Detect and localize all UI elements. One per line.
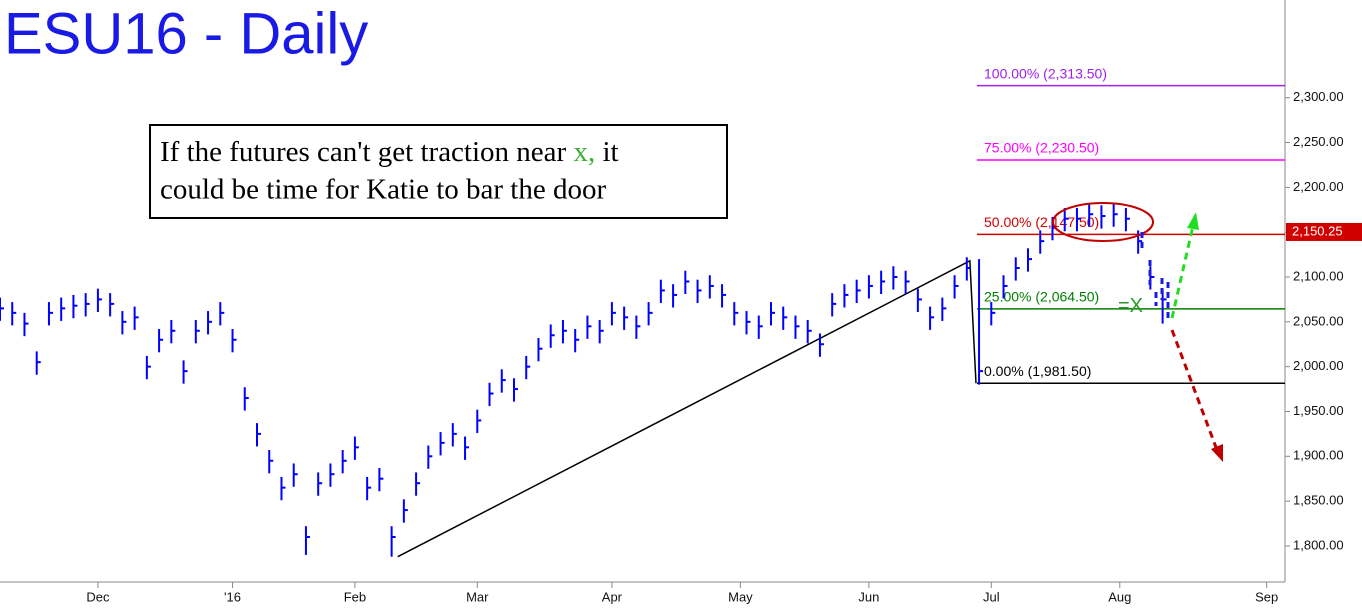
y-tick-label: 1,900.00 [1293, 448, 1344, 463]
projection [1052, 202, 1223, 462]
y-tick-label: 2,250.00 [1293, 134, 1344, 149]
trend-line [397, 259, 977, 558]
chart-title: ESU16 - Daily [4, 1, 368, 66]
note-text: If the futures can't get traction near [160, 136, 567, 168]
note-text: it [602, 136, 618, 168]
up-arrowhead [1187, 212, 1199, 230]
fib-label: 25.00% (2,064.50) [984, 289, 1099, 305]
y-tick-label: 2,100.00 [1293, 268, 1344, 283]
x-tick-label: May [728, 589, 753, 604]
y-tick-label: 1,950.00 [1293, 403, 1344, 418]
y-tick-label: 2,050.00 [1293, 313, 1344, 328]
fib-label: 75.00% (2,230.50) [984, 140, 1099, 156]
up-arrow [1170, 225, 1195, 319]
plot: 1,800.00 1,850.00 1,900.00 1,950.00 2,000.00… [0, 65, 1362, 604]
target-marker: =X [1118, 295, 1143, 317]
note-line: If the futures can't get traction near x… [160, 136, 619, 168]
y-tick-label: 1,850.00 [1293, 493, 1344, 508]
x-tick-label: Sep [1255, 589, 1278, 604]
y-tick-label: 1,800.00 [1293, 537, 1344, 552]
x-tick-label: Feb [344, 589, 366, 604]
x-tick-label: '16 [224, 589, 241, 604]
down-arrow [1170, 329, 1219, 451]
x-tick-label: Aug [1108, 589, 1131, 604]
y-tick-label: 2,000.00 [1293, 358, 1344, 373]
projected-bars [1140, 232, 1170, 320]
down-arrowhead [1211, 444, 1223, 462]
y-tick-label: 2,200.00 [1293, 179, 1344, 194]
fib-label: 50.00% (2,147.50) [984, 214, 1099, 230]
x-tick-label: Apr [602, 589, 623, 604]
note-mark: x, [573, 136, 595, 168]
x-tick-label: Mar [466, 589, 489, 604]
x-tick-label: Jun [858, 589, 879, 604]
last-price-label: 2,150.25 [1292, 223, 1343, 238]
note-frame [149, 124, 728, 219]
y-tick-label: 2,300.00 [1293, 89, 1344, 104]
fib-label: 0.00% (1,981.50) [984, 363, 1091, 379]
last-price-tag [1286, 222, 1362, 241]
x-tick-label: Jul [983, 589, 1000, 604]
highlight-ellipse [1052, 202, 1154, 242]
x-tick-label: Dec [86, 589, 110, 604]
note-box: If the futures can't get traction near x… [149, 124, 728, 219]
fib-label: 100.00% (2,313.50) [984, 65, 1107, 81]
note-line: could be time for Katie to bar the door [160, 174, 606, 206]
